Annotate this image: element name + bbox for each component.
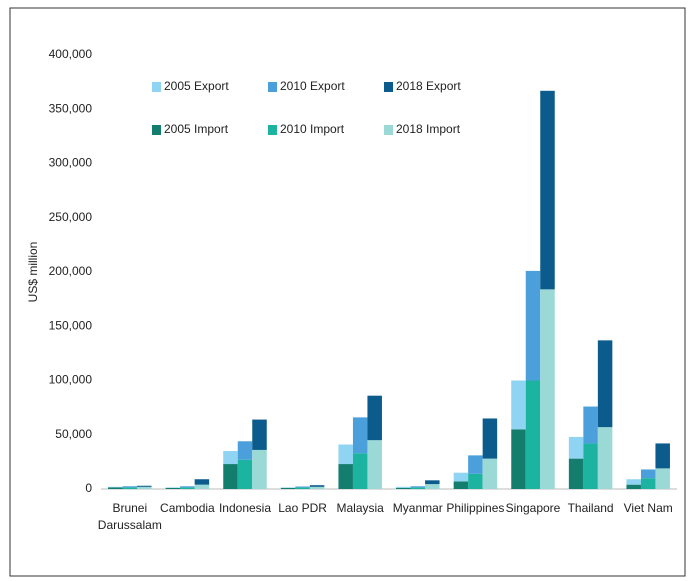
bar-segment: [396, 487, 411, 489]
bar-segment: [280, 487, 296, 489]
bar-segment: [468, 473, 483, 489]
bar-segment: [453, 481, 469, 489]
bar-segment: [280, 487, 296, 488]
bar-segment: [137, 485, 152, 487]
bar-segment: [108, 486, 123, 488]
bar-segment: [425, 484, 440, 489]
frame: [9, 7, 686, 577]
x-tick-label: Myanmar: [392, 501, 443, 515]
bar-segment: [309, 486, 325, 489]
bar-segment: [540, 289, 555, 489]
bar-segment: [338, 444, 353, 465]
y-tick-label: 350,000: [49, 101, 93, 115]
bar-segment: [396, 486, 411, 488]
legend-label: 2010 Import: [280, 122, 345, 136]
bar-segment: [640, 469, 656, 479]
bar-segment: [568, 458, 584, 489]
bar-segment: [568, 436, 584, 459]
bar-segment: [597, 340, 613, 428]
bar-segment: [626, 479, 641, 485]
bar-segment: [108, 487, 123, 489]
legend-label: 2010 Export: [280, 79, 345, 93]
bar-segment: [655, 443, 670, 469]
bar-segment: [410, 486, 426, 488]
bar-segment: [410, 487, 426, 489]
bar-segment: [583, 443, 598, 489]
x-tick-label: Viet Nam: [623, 501, 673, 515]
bar-segment: [482, 458, 498, 489]
bar-segment: [597, 427, 613, 489]
y-tick-label: 100,000: [49, 373, 93, 387]
x-tick-label: Lao PDR: [278, 501, 327, 515]
legend-label: 2005 Export: [164, 79, 229, 93]
bar-segment: [511, 380, 526, 430]
bar-segment: [540, 90, 555, 290]
bar-segment: [655, 468, 670, 489]
legend-label: 2018 Import: [396, 122, 461, 136]
bar-segment: [237, 441, 253, 460]
x-tick-label: Brunei Darussalam: [97, 501, 162, 532]
x-tick-label: Singapore: [505, 501, 561, 515]
bar-segment: [309, 485, 325, 487]
bar-segment: [194, 479, 210, 485]
y-tick-label: 250,000: [49, 210, 93, 224]
bar-segment: [252, 419, 267, 450]
bar-segment: [180, 487, 195, 489]
bar-segment: [367, 440, 382, 489]
bar-segment: [223, 464, 238, 489]
bar-segment: [583, 406, 598, 444]
bar-segment: [137, 486, 152, 489]
legend-swatch: [152, 125, 161, 135]
legend-swatch: [268, 125, 277, 135]
y-tick-label: 200,000: [49, 264, 93, 278]
bar-segment: [295, 487, 310, 489]
bar-segment: [165, 487, 181, 489]
y-tick-label: 0: [85, 481, 92, 495]
bar-segment: [511, 429, 526, 489]
legend-label: 2005 Import: [164, 122, 229, 136]
bar-segment: [482, 418, 498, 459]
bar-segment: [640, 478, 656, 489]
bar-segment: [237, 459, 253, 489]
bar-segment: [453, 472, 469, 482]
x-tick-label: Indonesia: [218, 501, 272, 515]
x-tick-label: Malaysia: [336, 501, 384, 515]
legend-label: 2018 Export: [396, 79, 461, 93]
legend-swatch: [384, 82, 393, 92]
legend-swatch: [384, 125, 393, 135]
bar-segment: [194, 484, 210, 489]
bar-segment: [367, 395, 382, 441]
bar-segment: [295, 486, 310, 488]
bar-segment: [252, 449, 267, 489]
bar-segment: [165, 487, 181, 488]
legend-swatch: [152, 82, 161, 92]
bar-segment: [352, 453, 368, 489]
y-axis-label: US$ million: [26, 242, 40, 303]
y-tick-label: 300,000: [49, 156, 93, 170]
bar-segment: [338, 464, 353, 489]
y-tick-label: 400,000: [49, 47, 93, 61]
x-tick-label: Philippines: [446, 501, 505, 515]
bar-segment: [525, 270, 541, 381]
bar-segment: [180, 486, 195, 488]
bar-segment: [468, 455, 483, 474]
y-tick-label: 150,000: [49, 318, 93, 332]
x-tick-label: Thailand: [567, 501, 614, 515]
x-tick-label: Cambodia: [160, 501, 215, 515]
bar-segment: [223, 451, 238, 465]
bar-segment: [352, 417, 368, 454]
bar-segment: [122, 486, 138, 488]
bar-segment: [122, 487, 138, 489]
bar-segment: [425, 480, 440, 485]
y-tick-label: 50,000: [55, 427, 92, 441]
legend-swatch: [268, 82, 277, 92]
bar-segment: [626, 484, 641, 489]
bar-segment: [525, 380, 541, 489]
